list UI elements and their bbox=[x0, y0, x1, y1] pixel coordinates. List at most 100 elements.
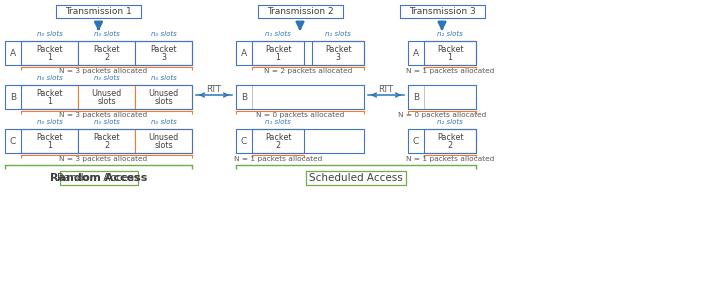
Bar bbox=[408, 41, 424, 65]
Text: Unused: Unused bbox=[92, 89, 122, 98]
Text: Packet: Packet bbox=[325, 45, 351, 54]
Text: Packet: Packet bbox=[150, 45, 177, 54]
Text: B: B bbox=[413, 92, 419, 101]
Text: 1: 1 bbox=[47, 53, 52, 62]
Text: N = 0 packets allocated: N = 0 packets allocated bbox=[256, 112, 344, 118]
Text: 2: 2 bbox=[448, 141, 453, 150]
Text: 3: 3 bbox=[336, 53, 341, 62]
Text: N = 1 packets allocated: N = 1 packets allocated bbox=[406, 157, 494, 162]
Bar bbox=[5, 129, 192, 153]
Bar bbox=[236, 85, 252, 109]
Bar bbox=[78, 41, 135, 65]
Text: B: B bbox=[241, 92, 247, 101]
Text: n₀ slots: n₀ slots bbox=[37, 75, 62, 81]
Bar bbox=[408, 129, 424, 153]
Text: Packet: Packet bbox=[36, 45, 63, 54]
Text: Packet: Packet bbox=[437, 133, 463, 142]
Text: N = 3 packets allocated: N = 3 packets allocated bbox=[59, 68, 147, 75]
Bar bbox=[135, 129, 192, 153]
Text: C: C bbox=[10, 136, 16, 145]
Bar bbox=[252, 129, 304, 153]
Text: C: C bbox=[413, 136, 419, 145]
Bar bbox=[59, 171, 137, 185]
Bar bbox=[78, 129, 135, 153]
Text: Scheduled Access: Scheduled Access bbox=[309, 173, 403, 183]
Bar bbox=[400, 5, 484, 18]
Bar bbox=[5, 85, 192, 109]
Bar bbox=[306, 171, 406, 185]
Bar bbox=[5, 41, 21, 65]
Text: Transmission 3: Transmission 3 bbox=[409, 7, 475, 16]
Text: n₀ slots: n₀ slots bbox=[94, 75, 119, 81]
Text: Packet: Packet bbox=[265, 45, 291, 54]
Text: 2: 2 bbox=[276, 141, 281, 150]
Text: 1: 1 bbox=[276, 53, 281, 62]
Text: slots: slots bbox=[154, 97, 173, 106]
Bar bbox=[424, 129, 476, 153]
Text: Random Access: Random Access bbox=[57, 173, 140, 183]
Text: A: A bbox=[10, 49, 16, 58]
Text: n₀ slots: n₀ slots bbox=[151, 75, 176, 81]
Text: Packet: Packet bbox=[93, 45, 120, 54]
Text: n₀ slots: n₀ slots bbox=[151, 119, 176, 125]
Bar bbox=[236, 41, 252, 65]
Bar bbox=[5, 41, 192, 65]
Text: n₀ slots: n₀ slots bbox=[94, 119, 119, 125]
Text: Packet: Packet bbox=[437, 45, 463, 54]
Bar bbox=[408, 41, 476, 65]
Text: Transmission 2: Transmission 2 bbox=[266, 7, 333, 16]
Text: n₀ slots: n₀ slots bbox=[94, 32, 119, 38]
Text: RTT: RTT bbox=[207, 84, 221, 94]
Text: 3: 3 bbox=[161, 53, 166, 62]
Bar bbox=[236, 85, 364, 109]
Text: Transmission 1: Transmission 1 bbox=[65, 7, 132, 16]
Bar bbox=[408, 85, 476, 109]
Bar bbox=[424, 41, 476, 65]
Bar bbox=[408, 85, 424, 109]
Text: N = 0 packets allocated: N = 0 packets allocated bbox=[398, 112, 486, 118]
Text: 1: 1 bbox=[448, 53, 453, 62]
Text: N = 1 packets allocated: N = 1 packets allocated bbox=[406, 68, 494, 75]
Bar bbox=[312, 41, 364, 65]
Bar bbox=[252, 41, 304, 65]
Text: n₂ slots: n₂ slots bbox=[437, 32, 463, 38]
Text: C: C bbox=[241, 136, 247, 145]
Text: 1: 1 bbox=[47, 141, 52, 150]
Text: A: A bbox=[413, 49, 419, 58]
Text: A: A bbox=[241, 49, 247, 58]
Bar bbox=[236, 41, 364, 65]
Text: Random Access: Random Access bbox=[50, 173, 147, 183]
Bar bbox=[21, 85, 78, 109]
Text: RTT: RTT bbox=[379, 84, 393, 94]
Text: 1: 1 bbox=[47, 97, 52, 106]
Bar bbox=[257, 5, 343, 18]
Bar bbox=[78, 85, 135, 109]
Text: Unused: Unused bbox=[148, 133, 178, 142]
Text: N = 3 packets allocated: N = 3 packets allocated bbox=[59, 112, 147, 118]
Text: n₁ slots: n₁ slots bbox=[325, 32, 351, 38]
Text: n₀ slots: n₀ slots bbox=[151, 32, 176, 38]
Text: N = 2 packets allocated: N = 2 packets allocated bbox=[264, 68, 352, 75]
Bar bbox=[21, 129, 78, 153]
Text: n₀ slots: n₀ slots bbox=[37, 32, 62, 38]
Bar bbox=[56, 5, 141, 18]
Text: Packet: Packet bbox=[93, 133, 120, 142]
Text: 2: 2 bbox=[104, 141, 109, 150]
Bar bbox=[5, 129, 21, 153]
Bar bbox=[21, 41, 78, 65]
Text: n₀ slots: n₀ slots bbox=[37, 119, 62, 125]
Bar bbox=[236, 129, 364, 153]
Bar bbox=[5, 85, 21, 109]
Text: Packet: Packet bbox=[265, 133, 291, 142]
Text: n₂ slots: n₂ slots bbox=[437, 119, 463, 125]
Text: B: B bbox=[10, 92, 16, 101]
Text: slots: slots bbox=[154, 141, 173, 150]
Text: N = 3 packets allocated: N = 3 packets allocated bbox=[59, 157, 147, 162]
Text: n₁ slots: n₁ slots bbox=[265, 119, 291, 125]
Text: Unused: Unused bbox=[148, 89, 178, 98]
Bar bbox=[408, 129, 476, 153]
Bar bbox=[135, 85, 192, 109]
Text: n₁ slots: n₁ slots bbox=[265, 32, 291, 38]
Text: N = 1 packets allocated: N = 1 packets allocated bbox=[234, 157, 322, 162]
Bar bbox=[135, 41, 192, 65]
